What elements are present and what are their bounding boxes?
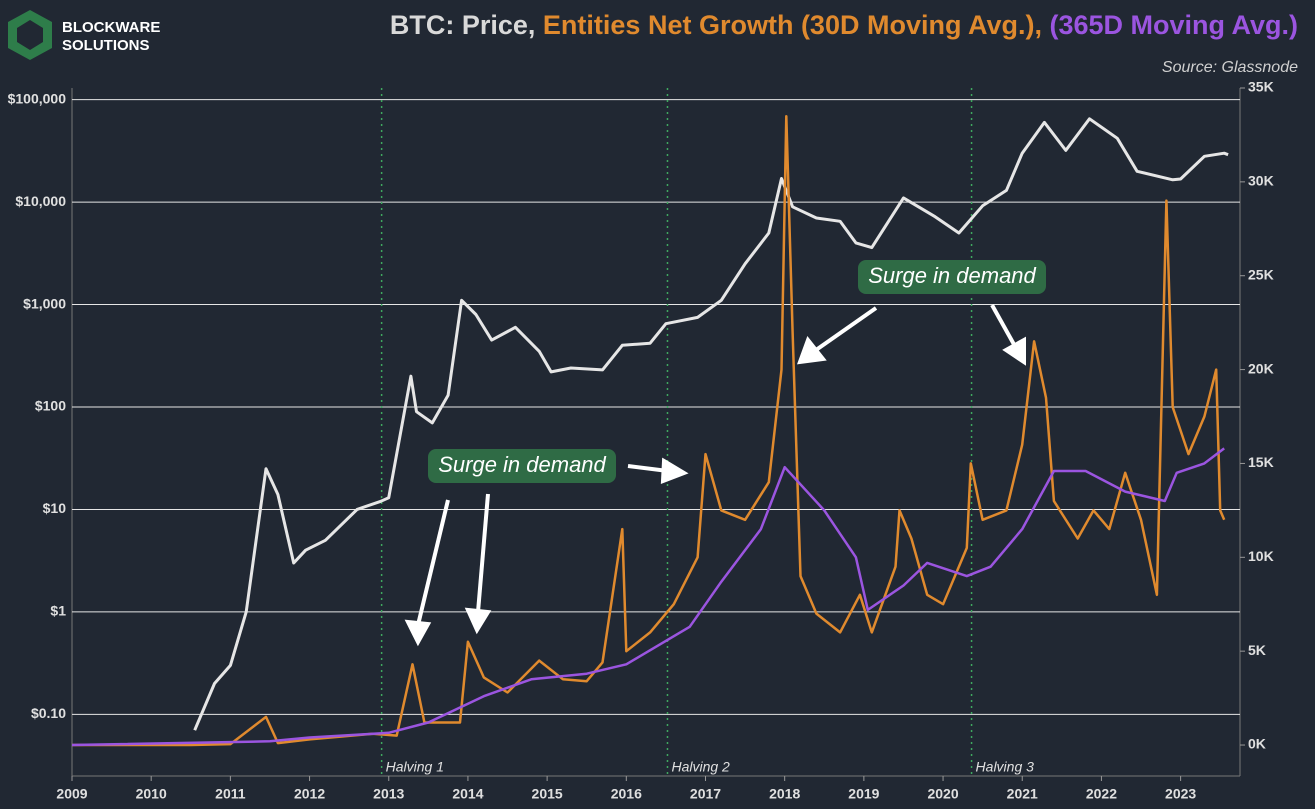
source: Source: Glassnode <box>1162 59 1298 76</box>
x-tick-label: 2017 <box>690 786 721 802</box>
y2-tick-label: 35K <box>1248 79 1274 95</box>
x-tick-label: 2011 <box>215 786 246 802</box>
y-tick-label: $100,000 <box>8 90 67 106</box>
x-tick-label: 2022 <box>1086 786 1117 802</box>
x-tick-label: 2019 <box>848 786 879 802</box>
x-tick-label: 2010 <box>136 786 167 802</box>
y2-tick-label: 5K <box>1248 642 1266 658</box>
annotation: Surge in demand <box>868 263 1036 288</box>
chart-title: BTC: Price, Entities Net Growth (30D Mov… <box>390 10 1298 40</box>
title-part: Entities Net Growth (30D Moving Avg.), <box>543 10 1042 40</box>
x-tick-label: 2009 <box>56 786 87 802</box>
x-tick-label: 2023 <box>1165 786 1196 802</box>
arrow-head <box>464 607 492 635</box>
halving-label: Halving 3 <box>976 759 1035 775</box>
title-part: (365D Moving Avg.) <box>1049 10 1298 40</box>
y-tick-label: $10,000 <box>15 193 66 209</box>
y2-tick-label: 10K <box>1248 548 1274 564</box>
x-tick-label: 2020 <box>927 786 958 802</box>
arrow <box>416 499 450 626</box>
arrow-head <box>660 457 689 484</box>
arrow <box>627 464 669 473</box>
annotation-box <box>428 449 616 483</box>
x-tick-label: 2012 <box>294 786 325 802</box>
y2-tick-label: 20K <box>1248 360 1274 376</box>
arrow <box>814 306 878 352</box>
y2-tick-label: 25K <box>1248 266 1274 282</box>
arrow-head <box>404 619 432 647</box>
x-tick-label: 2015 <box>532 786 563 802</box>
arrow <box>990 304 1018 349</box>
x-tick-label: 2021 <box>1007 786 1038 802</box>
x-tick-label: 2013 <box>373 786 404 802</box>
series-line <box>71 447 1225 747</box>
y-tick-label: $10 <box>43 500 67 516</box>
logo-mark-inner <box>17 20 43 50</box>
x-tick-label: 2018 <box>769 786 800 802</box>
arrow-head <box>796 335 827 365</box>
y-tick-label: $1 <box>50 603 66 619</box>
logo-text: BLOCKWARE <box>62 19 160 36</box>
x-tick-label: 2016 <box>611 786 642 802</box>
arrows <box>404 304 1026 647</box>
y2-tick-label: 15K <box>1248 454 1274 470</box>
series-line <box>72 114 1226 747</box>
series-line <box>193 117 1229 731</box>
logo: BLOCKWARE SOLUTIONS <box>8 10 160 60</box>
annotation-box <box>858 260 1046 294</box>
plot-area: $0.10 $1 $10 $100 $1,000 $10,000 $100,000 0K 5K 1… <box>8 79 1274 802</box>
halving-label: Halving 2 <box>671 759 730 775</box>
arrow <box>476 493 490 613</box>
y2-tick-label: 30K <box>1248 173 1274 189</box>
y2-tick-label: 0K <box>1248 736 1266 752</box>
x-tick-label: 2014 <box>452 786 483 802</box>
logo-text: SOLUTIONS <box>62 37 150 54</box>
y-tick-label: $1,000 <box>23 295 66 311</box>
arrow-head <box>1002 336 1026 366</box>
y-tick-label: $0.10 <box>31 705 66 721</box>
annotation: Surge in demand <box>438 452 606 477</box>
title-part: BTC: Price, <box>390 10 536 40</box>
halving-label: Halving 1 <box>386 759 444 775</box>
y-tick-label: $100 <box>35 398 66 414</box>
